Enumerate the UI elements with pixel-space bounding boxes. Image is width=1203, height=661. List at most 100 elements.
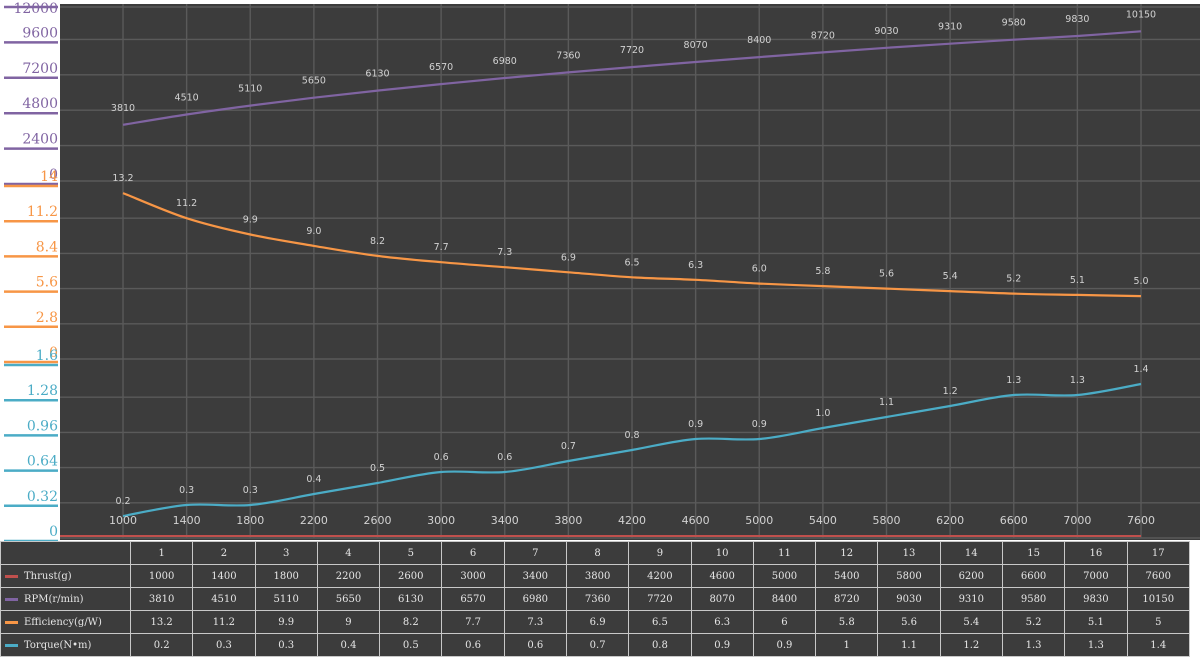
efficiency-series-name: Efficiency(g/W) (24, 616, 102, 628)
table-body: Thrust(g) 1000 1400 1800 2200 2600 3000 3400 380… (0, 564, 1190, 657)
table-cell: 4200 (628, 564, 692, 588)
efficiency-table-row: Efficiency(g/W) 13.2 11.2 9.9 9 8.2 7.7 7.3 6.9 6… (0, 610, 1190, 634)
efficiency-axis-tick-label: 8.4 (36, 239, 58, 255)
data-table: 1 2 3 4 5 6 7 8 9 10 11 12 13 14 15 16 17 Thrust(g) 1000 1… (0, 541, 1190, 657)
x-axis-tick-label: 5800 (873, 514, 901, 527)
table-cell: 6.3 (690, 610, 754, 634)
y-axes: 12000960072004800240001411.28.45.62.801.… (4, 1, 58, 541)
torque-data-label: 1.0 (815, 408, 830, 419)
rpm-data-label: 8400 (747, 35, 771, 46)
table-cell: 5.4 (939, 610, 1003, 634)
table-cell: 4510 (192, 587, 256, 611)
rpm-table-row: RPM(r/min) 3810 4510 5110 5650 6130 6570 6980 73… (0, 587, 1190, 611)
efficiency-series-line (122, 192, 1142, 298)
x-axis-tick-label: 7600 (1127, 514, 1155, 527)
torque-axis-tick-label: 0.96 (27, 418, 58, 434)
efficiency-data-label: 8.2 (370, 236, 385, 247)
table-cell: 9.9 (254, 610, 318, 634)
x-axis-ticks: 1000 1400 1800 2200 2600 3000 3400 3800 4200 4600… (109, 514, 1155, 527)
table-cell: 11.2 (192, 610, 256, 634)
table-cell: 7360 (565, 587, 630, 611)
torque-data-label: 0.6 (497, 452, 512, 463)
torque-data-label: 0.2 (115, 496, 130, 507)
torque-axis-tick-label: 0.64 (27, 454, 58, 470)
table-cell: 6.5 (628, 610, 692, 634)
rpm-axis-tick-label: 2400 (22, 132, 58, 148)
efficiency-data-label: 5.2 (1006, 274, 1021, 285)
table-cell: 7720 (628, 587, 692, 611)
table-cell: 0.7 (565, 633, 630, 657)
rpm-axis-tick-label: 4800 (22, 96, 58, 112)
table-cell: 5000 (752, 564, 817, 588)
table-cell: 8.2 (379, 610, 443, 634)
table-cell: 6.9 (565, 610, 630, 634)
rpm-axis-tick-label: 12000 (13, 1, 58, 17)
table-cell: 9830 (1064, 587, 1128, 611)
table-cell: 5.6 (877, 610, 941, 634)
torque-data-label: 1.3 (1070, 375, 1085, 386)
performance-chart: 12000960072004800240001411.28.45.62.801.… (4, 1, 1200, 541)
table-cell: 3400 (503, 564, 567, 588)
rpm-data-label: 9830 (1065, 14, 1089, 25)
table-cell: 1.4 (1126, 633, 1190, 657)
table-cell: 0.6 (503, 633, 567, 657)
torque-data-label: 0.9 (688, 419, 703, 430)
torque-axis-tick-label: 0.32 (27, 489, 58, 505)
table-cell: 0.9 (752, 633, 817, 657)
table-cell: 9580 (1001, 587, 1066, 611)
table-cell: 6130 (379, 587, 443, 611)
table-cell: 5 (1126, 610, 1190, 634)
table-column-header: 8 (565, 541, 630, 565)
table-cell: 7600 (1126, 564, 1190, 588)
table-cell: 5650 (316, 587, 381, 611)
rpm-data-label: 6130 (365, 69, 389, 80)
torque-axis-tick-label: 0 (49, 524, 58, 540)
table-cell: 8400 (752, 587, 817, 611)
table-cell: 6200 (939, 564, 1003, 588)
series-lines (60, 30, 1142, 537)
thrust-row-header: Thrust(g) (0, 564, 131, 588)
x-axis-tick-label: 6200 (936, 514, 964, 527)
rpm-data-label: 4510 (175, 92, 199, 103)
torque-data-label: 0.8 (624, 430, 639, 441)
table-header-row: 1 2 3 4 5 6 7 8 9 10 11 12 13 14 15 16 17 (0, 541, 1190, 565)
table-cell: 7000 (1064, 564, 1128, 588)
table-column-header: 17 (1126, 541, 1190, 565)
data-labels: 3810 4510 5110 5650 6130 6570 6980 7360 7720 8070… (111, 9, 1156, 507)
efficiency-data-label: 5.0 (1133, 276, 1148, 287)
efficiency-data-label: 5.4 (943, 271, 958, 282)
table-cell: 1 (815, 633, 879, 657)
table-cell: 3800 (565, 564, 630, 588)
efficiency-data-label: 13.2 (112, 173, 133, 184)
rpm-data-label: 7720 (620, 45, 644, 56)
rpm-series-line (122, 30, 1142, 126)
efficiency-data-label: 9.9 (243, 215, 258, 226)
torque-data-label: 1.3 (1006, 375, 1021, 386)
rpm-data-label: 5650 (302, 76, 326, 87)
table-cell: 0.3 (254, 633, 318, 657)
efficiency-data-label: 7.7 (434, 242, 449, 253)
torque-data-label: 0.6 (434, 452, 449, 463)
table-cell: 2200 (316, 564, 381, 588)
efficiency-axis-tick-label: 5.6 (36, 275, 58, 291)
torque-data-label: 0.9 (752, 419, 767, 430)
torque-row-header: Torque(N•m) (0, 633, 131, 657)
table-cell: 0.2 (129, 633, 194, 657)
torque-data-label: 1.2 (943, 386, 958, 397)
table-cell: 5.8 (815, 610, 879, 634)
table-cell: 0.8 (628, 633, 692, 657)
table-corner-cell (0, 541, 131, 565)
torque-data-label: 1.4 (1133, 364, 1148, 375)
rpm-axis-tick-label: 0 (49, 167, 58, 183)
rpm-data-label: 10150 (1126, 9, 1156, 20)
rpm-data-label: 8070 (684, 40, 708, 51)
table-cell: 7.3 (503, 610, 567, 634)
table-column-header: 16 (1064, 541, 1128, 565)
x-axis-tick-label: 5000 (745, 514, 773, 527)
table-cell: 0.5 (379, 633, 443, 657)
torque-data-label: 0.3 (243, 485, 258, 496)
efficiency-data-label: 6.3 (688, 260, 703, 271)
table-cell: 1400 (192, 564, 256, 588)
torque-legend-swatch (5, 643, 18, 647)
table-column-header: 4 (316, 541, 381, 565)
